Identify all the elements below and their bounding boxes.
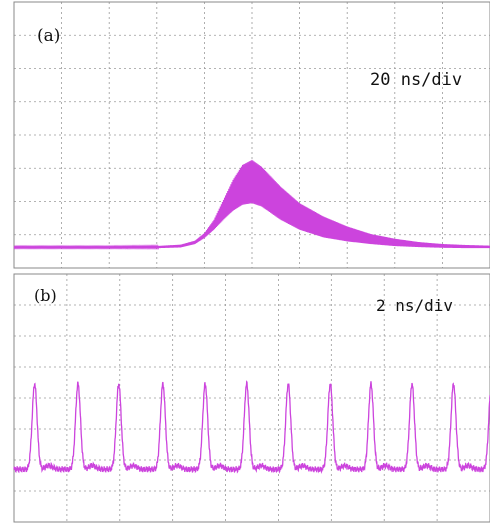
panel-a-oscilloscope-trace: (a) 20 ns/div	[13, 1, 490, 269]
panel-a-plot	[13, 1, 490, 269]
panel-b-label: (b)	[34, 286, 57, 305]
panel-a-frame	[13, 1, 490, 269]
panel-b-oscilloscope-trace: (b) 2 ns/div	[0, 272, 490, 524]
panel-b-frame	[13, 273, 490, 523]
panel-a-label: (a)	[37, 26, 61, 46]
panel-b-plot	[13, 273, 490, 523]
panel-a-grid	[14, 2, 490, 268]
panel-b-timebase-label: 2 ns/div	[376, 296, 454, 315]
panel-a-timebase-label: 20 ns/div	[370, 70, 463, 90]
panel-a-trace	[13, 159, 490, 251]
panel-b-trace	[13, 380, 490, 474]
